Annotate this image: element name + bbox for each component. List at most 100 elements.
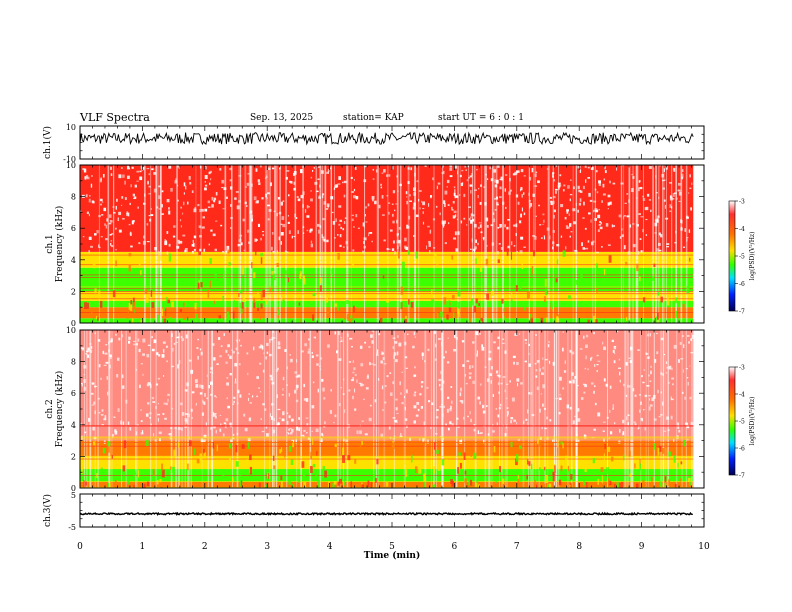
spectrogram-speckle bbox=[546, 227, 550, 231]
spectrogram-texture bbox=[677, 462, 679, 468]
spectrogram-texture bbox=[343, 479, 345, 486]
spectrogram-streak bbox=[553, 330, 555, 488]
spectrogram-speckle bbox=[479, 332, 481, 335]
spectrogram-speckle bbox=[638, 425, 640, 430]
spectrogram-speckle bbox=[126, 212, 129, 216]
spectrogram-speckle bbox=[363, 240, 365, 245]
spectrogram-speckle bbox=[572, 379, 575, 384]
spectrogram-speckle bbox=[105, 238, 108, 241]
spectrogram-speckle bbox=[207, 206, 211, 209]
spectrogram-speckle bbox=[632, 243, 636, 248]
spectrogram-speckle bbox=[229, 167, 232, 171]
spectrogram-streak bbox=[607, 330, 608, 488]
spectrogram-speckle bbox=[185, 334, 188, 339]
spectrogram-speckle bbox=[541, 237, 543, 239]
spectrogram-streak bbox=[113, 165, 115, 323]
spectrogram-texture bbox=[448, 307, 452, 313]
spectrogram-texture bbox=[85, 481, 87, 486]
spectrogram-texture bbox=[213, 300, 216, 305]
spectrogram-speckle bbox=[453, 192, 456, 197]
spectrogram-speckle bbox=[406, 200, 408, 205]
spectrogram-speckle bbox=[621, 234, 624, 237]
spectrogram-speckle bbox=[600, 222, 602, 225]
spectrogram-streak bbox=[315, 165, 317, 323]
spectrogram-streak bbox=[236, 330, 239, 488]
spectrogram-speckle bbox=[407, 225, 410, 229]
spectrogram-speckle bbox=[594, 364, 596, 367]
spectrogram-speckle bbox=[344, 217, 347, 219]
spectrogram-speckle bbox=[542, 403, 544, 407]
spectrogram-texture bbox=[239, 302, 243, 308]
spectrogram-speckle bbox=[463, 217, 466, 220]
spectrogram-texture bbox=[569, 484, 571, 488]
spectrogram-speckle bbox=[376, 349, 379, 354]
spectrogram-texture bbox=[291, 484, 295, 488]
spectrogram-speckle bbox=[316, 223, 320, 227]
spectrogram-speckle bbox=[140, 420, 143, 423]
spectrogram-streak bbox=[499, 330, 500, 488]
spectrogram-texture bbox=[565, 455, 568, 461]
spectrogram-speckle bbox=[86, 176, 90, 180]
spectrogram-speckle bbox=[414, 336, 416, 339]
spectrogram-speckle bbox=[197, 355, 199, 360]
spectrogram-speckle bbox=[158, 195, 161, 200]
spectrogram-texture bbox=[267, 472, 269, 479]
spectrogram-speckle bbox=[80, 382, 83, 385]
colorbar-tick-label: -5 bbox=[739, 419, 745, 426]
spectrogram-speckle bbox=[232, 403, 235, 405]
spectrogram-speckle bbox=[543, 408, 547, 410]
spectrogram-texture bbox=[424, 481, 426, 488]
spectrogram-texture bbox=[653, 263, 656, 268]
spectrogram-speckle bbox=[244, 427, 248, 432]
spectrogram-speckle bbox=[99, 246, 101, 249]
spectrogram-texture bbox=[222, 295, 225, 301]
spectrogram-streak bbox=[302, 165, 304, 323]
spectrogram-speckle bbox=[365, 206, 368, 209]
spectrogram-speckle bbox=[573, 186, 575, 190]
spectrogram-speckle bbox=[583, 391, 586, 394]
spectrogram-speckle bbox=[197, 203, 200, 207]
spectrogram-speckle bbox=[116, 198, 118, 202]
spectrogram-streak bbox=[264, 165, 267, 323]
spectrogram-speckle bbox=[359, 345, 363, 349]
spectrogram-texture bbox=[150, 290, 153, 297]
spectrogram-texture bbox=[379, 317, 383, 323]
spectrogram-speckle bbox=[640, 216, 644, 218]
spectrogram-speckle bbox=[232, 351, 235, 354]
spectrogram-speckle bbox=[145, 413, 149, 417]
spectrogram-speckle bbox=[642, 409, 645, 411]
spectrogram-streak bbox=[415, 165, 416, 323]
spectrogram-texture bbox=[334, 303, 337, 307]
spectrogram-streak bbox=[211, 330, 214, 488]
spectrogram-speckle bbox=[378, 377, 380, 381]
spectrogram-texture bbox=[501, 298, 504, 304]
spectrogram-streak bbox=[268, 165, 270, 323]
spectrogram-speckle bbox=[277, 346, 281, 350]
spectrogram-speckle bbox=[642, 228, 644, 233]
spectrogram-speckle bbox=[114, 430, 118, 435]
spectrogram-speckle bbox=[470, 219, 473, 224]
spectrogram-speckle bbox=[98, 364, 101, 368]
spectrogram-speckle bbox=[625, 394, 628, 397]
spectrogram-speckle bbox=[492, 394, 494, 397]
spectrogram-speckle bbox=[427, 225, 430, 228]
spectrogram-speckle bbox=[578, 189, 581, 193]
spectrogram-speckle bbox=[430, 196, 432, 199]
spectrogram-speckle bbox=[335, 218, 337, 223]
spectrogram-texture bbox=[241, 483, 245, 487]
spectrogram-streak bbox=[97, 330, 99, 488]
spectrogram-speckle bbox=[659, 165, 661, 167]
spectrogram-speckle bbox=[477, 430, 480, 435]
spectrogram-speckle bbox=[454, 231, 457, 236]
spectrogram-speckle bbox=[369, 232, 373, 234]
spectrogram-texture bbox=[665, 443, 667, 449]
spectrogram-texture bbox=[161, 463, 164, 471]
spectrogram-speckle bbox=[686, 334, 690, 337]
spectrogram-speckle bbox=[655, 219, 659, 223]
spectrogram-texture bbox=[457, 308, 460, 315]
spectrogram-speckle bbox=[529, 206, 531, 209]
spectrogram-streak bbox=[143, 165, 146, 323]
spectrogram-speckle bbox=[395, 359, 398, 363]
spectrogram-texture bbox=[302, 472, 306, 479]
spectrogram-texture bbox=[382, 275, 385, 279]
